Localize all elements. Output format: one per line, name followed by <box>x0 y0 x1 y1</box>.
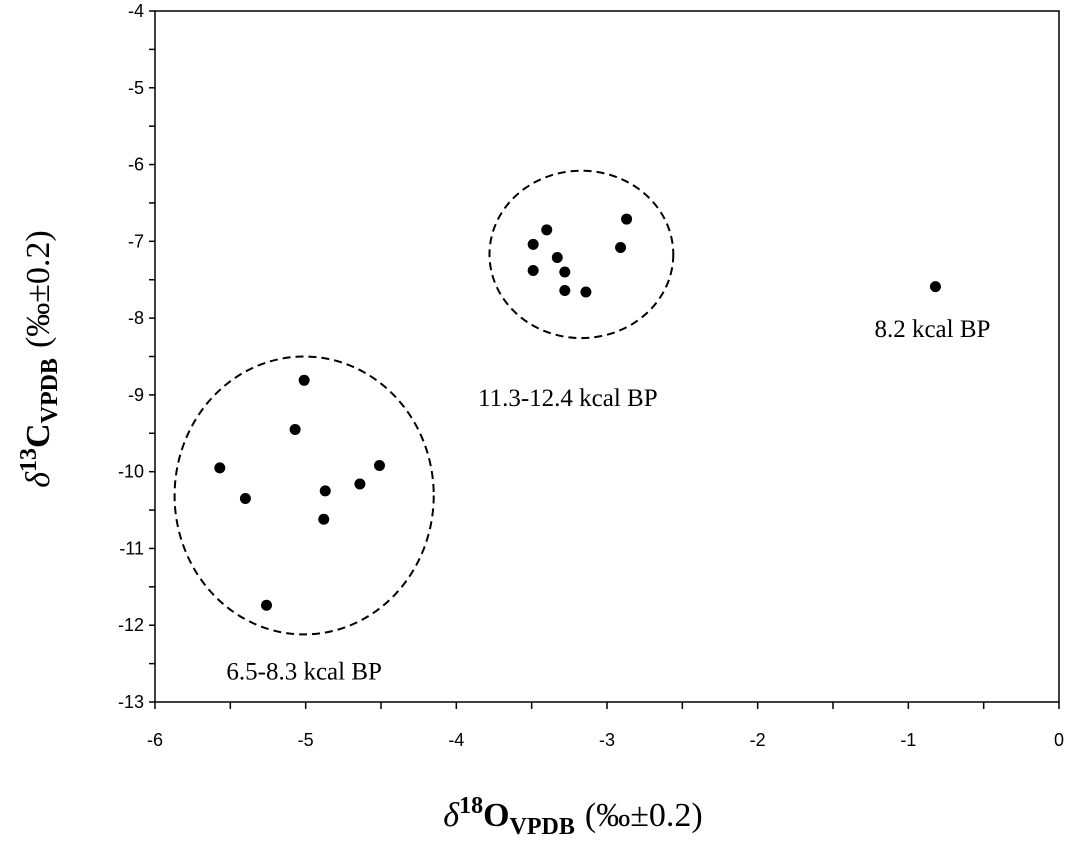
x-axis-ticks: -6 -5 -4 -3 -2 -1 0 <box>147 702 1064 750</box>
data-point <box>615 241 627 253</box>
y-tick-label: -4 <box>128 1 144 21</box>
y-axis-ticks: -4 -5 -6 -7 -8 -9 -10 -11 -12 -13 <box>118 1 155 712</box>
data-point <box>621 213 633 225</box>
x-tick-label: -5 <box>298 730 314 750</box>
cluster-ellipse <box>488 169 675 340</box>
data-point <box>214 462 226 474</box>
data-point <box>580 286 592 298</box>
data-point <box>298 374 310 386</box>
cluster-ellipse <box>173 355 435 636</box>
data-point <box>527 238 539 250</box>
annotations: 8.2 kcal BP 11.3-12.4 kcal BP 6.5-8.3 kcal… <box>226 316 990 685</box>
annotation-label: 8.2 kcal BP <box>874 316 990 343</box>
data-point <box>551 251 563 263</box>
data-point <box>559 284 571 296</box>
x-axis-title: δ18OVPDB (‰±0.2) <box>443 793 702 840</box>
data-point <box>289 423 301 435</box>
y-tick-label: -13 <box>118 692 144 712</box>
y-tick-label: -5 <box>128 78 144 98</box>
data-points <box>214 213 941 611</box>
x-tick-label: -4 <box>448 730 464 750</box>
y-tick-label: -7 <box>128 231 144 251</box>
y-tick-label: -10 <box>118 462 144 482</box>
y-tick-label: -9 <box>128 385 144 405</box>
x-tick-label: 0 <box>1054 730 1064 750</box>
y-axis-title: δ13CVPDB(‰±0.2) <box>16 230 63 488</box>
y-tick-label: -11 <box>119 538 144 558</box>
data-point <box>929 281 941 293</box>
x-tick-label: -2 <box>750 730 766 750</box>
data-point <box>354 478 366 490</box>
y-tick-label: -8 <box>128 308 144 328</box>
x-tick-label: -1 <box>900 730 916 750</box>
data-point <box>527 265 539 277</box>
plot-frame <box>154 10 1060 703</box>
data-point <box>559 266 571 278</box>
cluster-ellipses <box>173 169 675 636</box>
data-point <box>319 485 331 497</box>
annotation-label: 11.3-12.4 kcal BP <box>478 385 658 412</box>
x-tick-label: -6 <box>147 730 163 750</box>
data-point <box>373 460 385 472</box>
data-point <box>318 513 330 525</box>
annotation-label: 6.5-8.3 kcal BP <box>226 659 382 686</box>
data-point <box>541 224 553 236</box>
data-point <box>260 599 272 611</box>
x-tick-label: -3 <box>599 730 615 750</box>
data-point <box>239 493 251 505</box>
y-tick-label: -6 <box>128 155 144 175</box>
y-tick-label: -12 <box>118 615 144 635</box>
